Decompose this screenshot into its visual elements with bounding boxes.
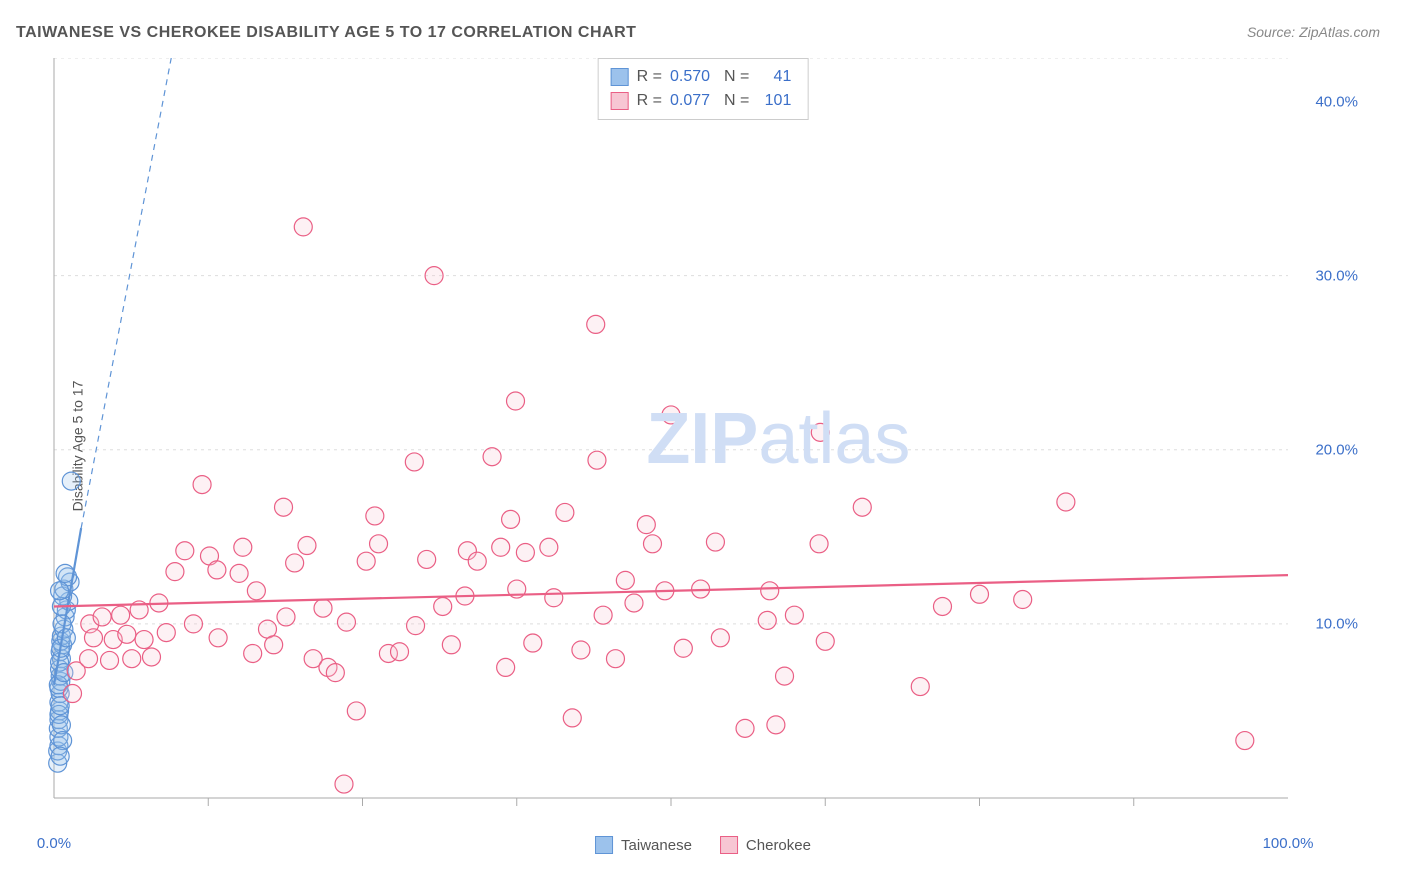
x-tick-label: 0.0% [37,835,71,852]
y-tick-label: 40.0% [1315,93,1358,110]
legend-row: R = 0.570 N = 41 [611,65,792,89]
bottom-legend-label: Taiwanese [621,837,692,854]
legend-swatch [611,68,629,86]
bottom-legend-item: Taiwanese [595,836,692,854]
legend-n-value: 101 [757,89,791,113]
legend-n-label: N = [724,65,749,89]
legend-n-value: 41 [757,65,791,89]
chart-title: TAIWANESE VS CHEROKEE DISABILITY AGE 5 T… [16,24,636,42]
y-tick-label: 20.0% [1315,441,1358,458]
x-tick-label: 100.0% [1263,835,1314,852]
series-legend: Taiwanese Cherokee [595,836,811,854]
legend-row: R = 0.077 N = 101 [611,89,792,113]
chart-svg [48,58,1358,828]
legend-r-label: R = [637,65,662,89]
legend-swatch [720,836,738,854]
legend-r-value: 0.077 [670,89,716,113]
y-tick-label: 30.0% [1315,267,1358,284]
y-tick-label: 10.0% [1315,615,1358,632]
bottom-legend-label: Cherokee [746,837,811,854]
source-label: Source: ZipAtlas.com [1247,24,1380,40]
legend-swatch [595,836,613,854]
bottom-legend-item: Cherokee [720,836,811,854]
legend-swatch [611,92,629,110]
legend-r-value: 0.570 [670,65,716,89]
legend-n-label: N = [724,89,749,113]
plot-area: ZIPatlas R =0.570N =41R =0.077N =101 Tai… [48,58,1358,828]
legend-r-label: R = [637,89,662,113]
correlation-legend: R = 0.570 N = 41 R = 0.077 N = 101 [598,58,809,120]
